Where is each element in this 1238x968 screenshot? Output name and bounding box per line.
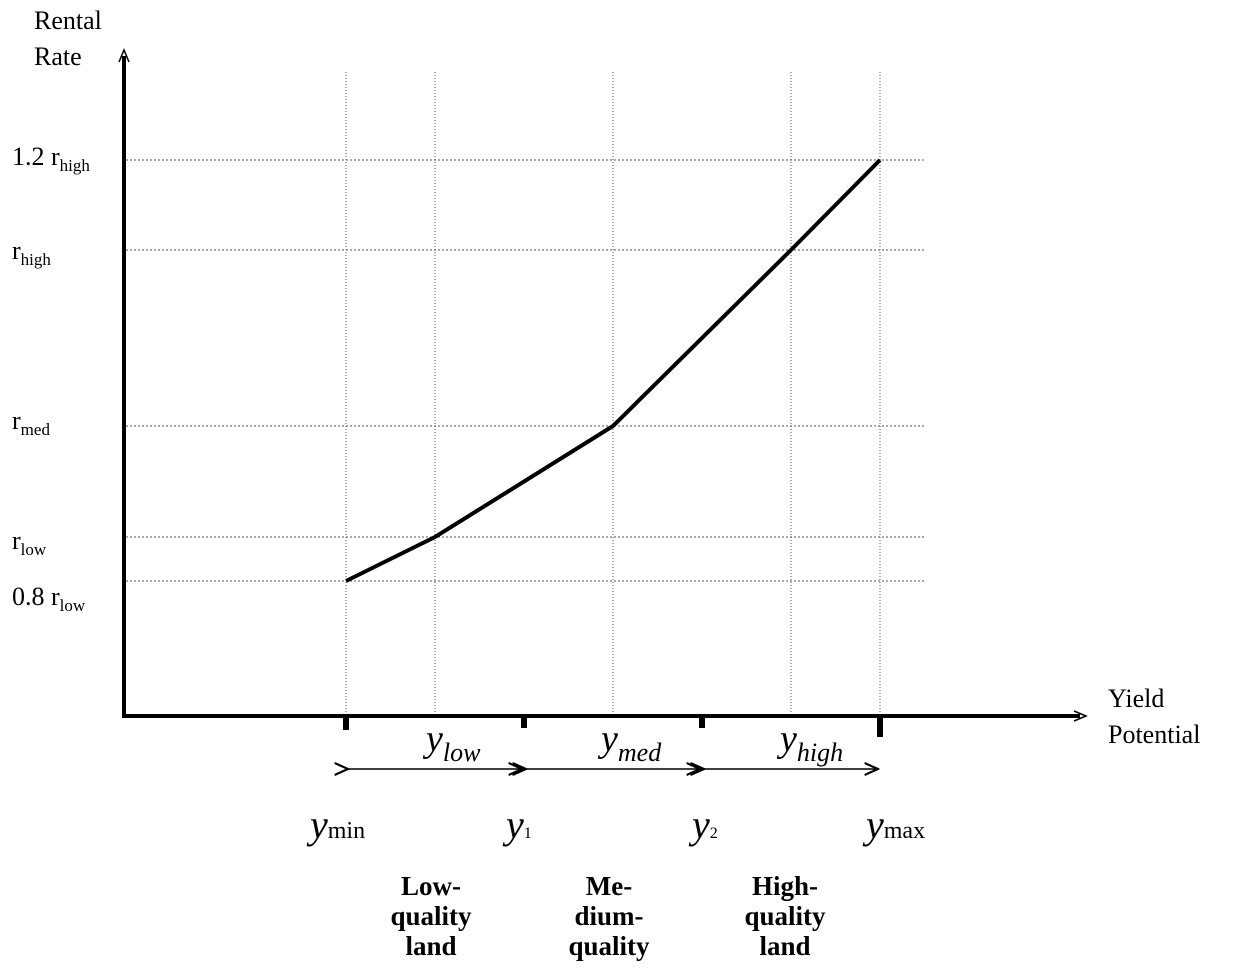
- ytick-rmed: rmed: [12, 406, 50, 439]
- xpoint-ymax: ymax: [866, 802, 926, 847]
- x-axis-title-line2: Potential: [1108, 720, 1201, 749]
- y-axis-title-line2: Rate: [34, 42, 82, 71]
- x-axis-arrowhead: [1073, 710, 1088, 722]
- xpoint-y1: y1: [506, 802, 532, 847]
- range-label-high: yhigh: [780, 718, 844, 767]
- ytick-r08low: 0.8 rlow: [12, 582, 86, 615]
- ytick-r12high: 1.2 rhigh: [12, 142, 90, 175]
- tick-y2: [699, 716, 705, 728]
- quality-label-high: High- quality land: [744, 871, 826, 961]
- tick-ymax: [877, 716, 883, 737]
- rental-rate-curve: [345, 158, 882, 583]
- x-axis-ticks: [343, 716, 883, 737]
- range-label-med: ymed: [601, 718, 662, 767]
- tick-y1: [521, 716, 527, 728]
- xpoint-ymin: ymin: [310, 802, 366, 847]
- vertical-gridlines: [345, 72, 881, 716]
- xpoint-y2: y2: [692, 802, 718, 847]
- y-axis-arrowhead: [118, 48, 130, 63]
- x-axis-title-line1: Yield: [1108, 684, 1165, 713]
- range-label-low: ylow: [426, 718, 481, 767]
- tick-ymin: [343, 716, 349, 730]
- y-axis-title-line1: Rental: [34, 6, 102, 35]
- horizontal-gridlines: [126, 159, 925, 582]
- quality-label-med: Me- dium- quality: [568, 871, 650, 961]
- ytick-rhigh: rhigh: [12, 236, 51, 269]
- quality-label-low: Low- quality land: [390, 871, 472, 961]
- ytick-rlow: rlow: [12, 526, 47, 559]
